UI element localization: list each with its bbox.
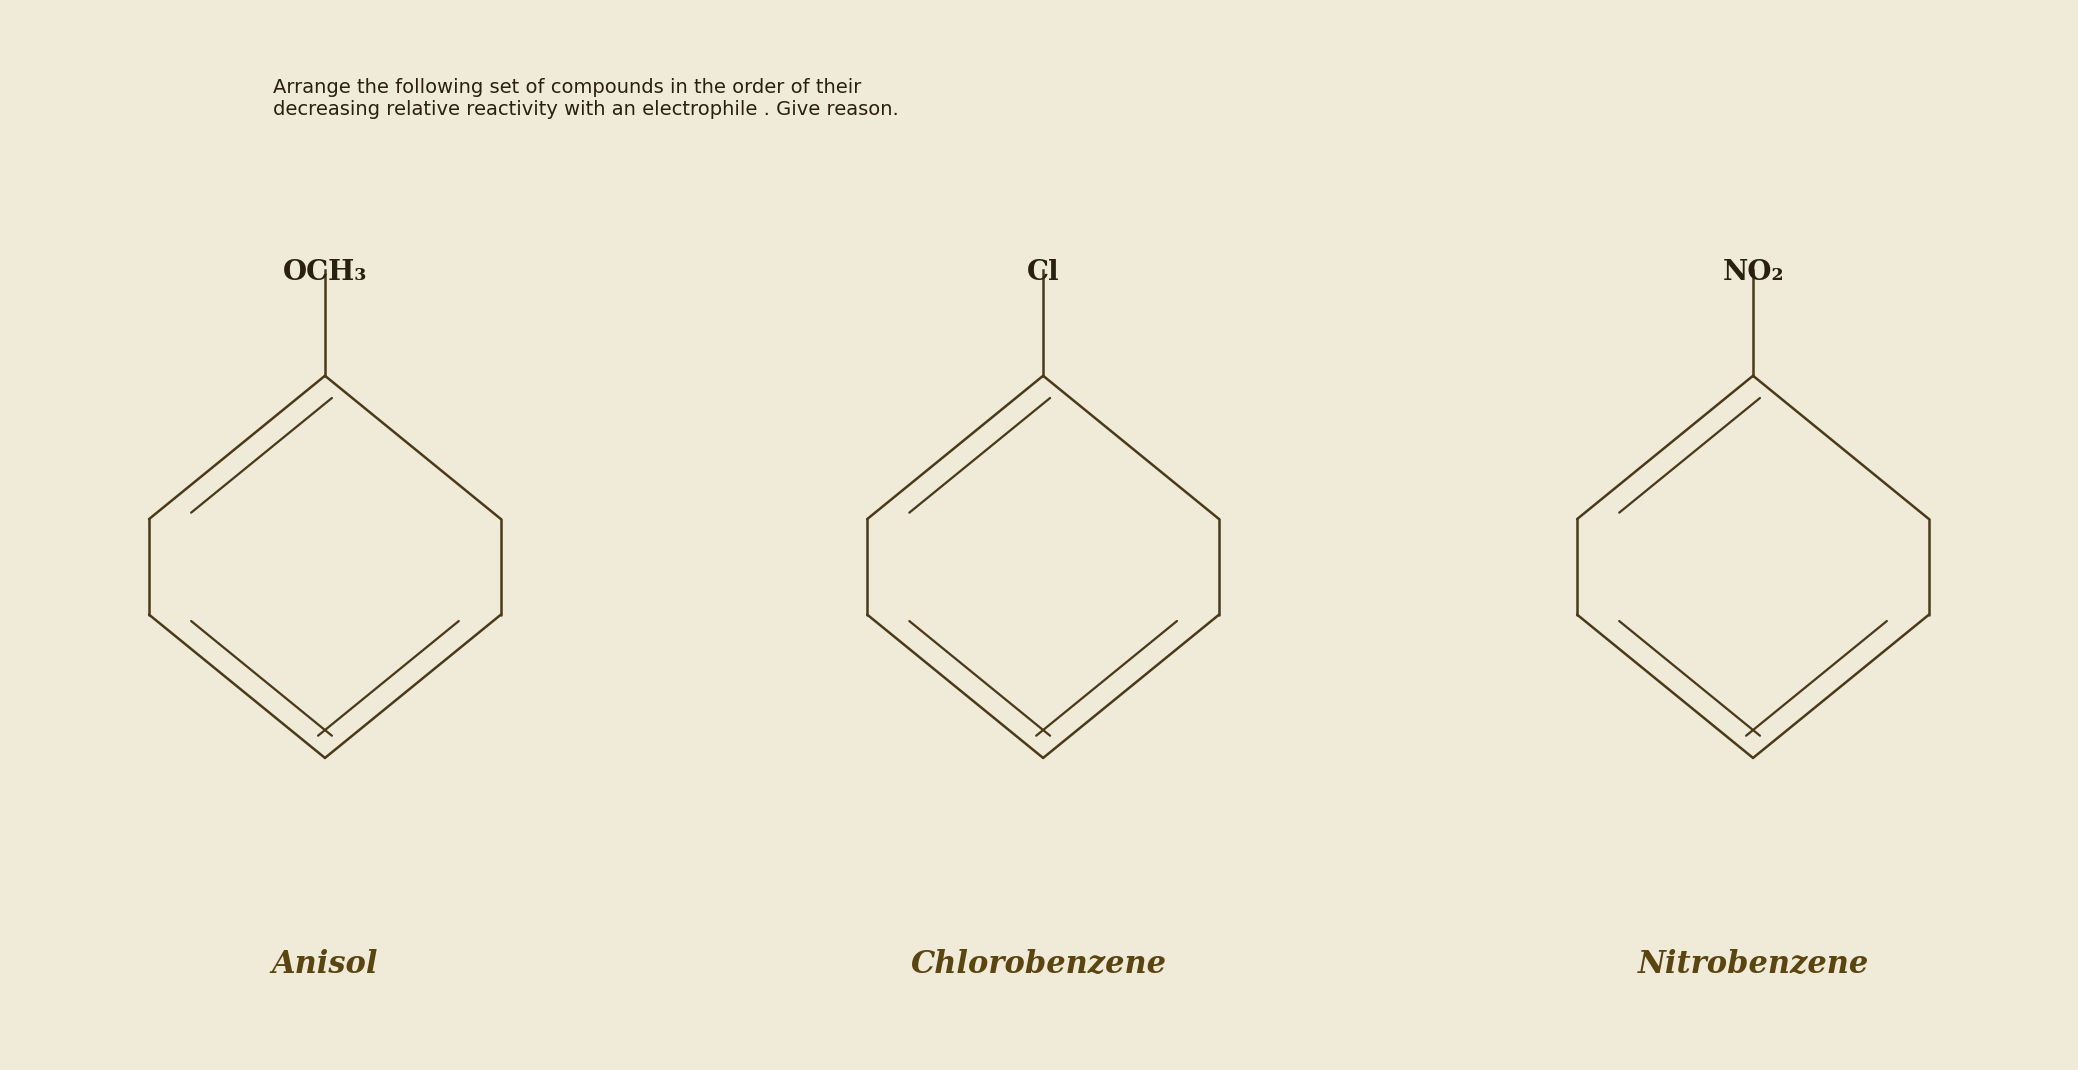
Text: Cl: Cl: [1027, 259, 1060, 286]
Text: NO₂: NO₂: [1723, 259, 1783, 286]
Text: OCH₃: OCH₃: [283, 259, 368, 286]
Text: Chlorobenzene: Chlorobenzene: [910, 949, 1168, 980]
Text: Nitrobenzene: Nitrobenzene: [1637, 949, 1868, 980]
Text: Arrange the following set of compounds in the order of their
decreasing relative: Arrange the following set of compounds i…: [272, 78, 900, 120]
Text: Anisol: Anisol: [272, 949, 378, 980]
